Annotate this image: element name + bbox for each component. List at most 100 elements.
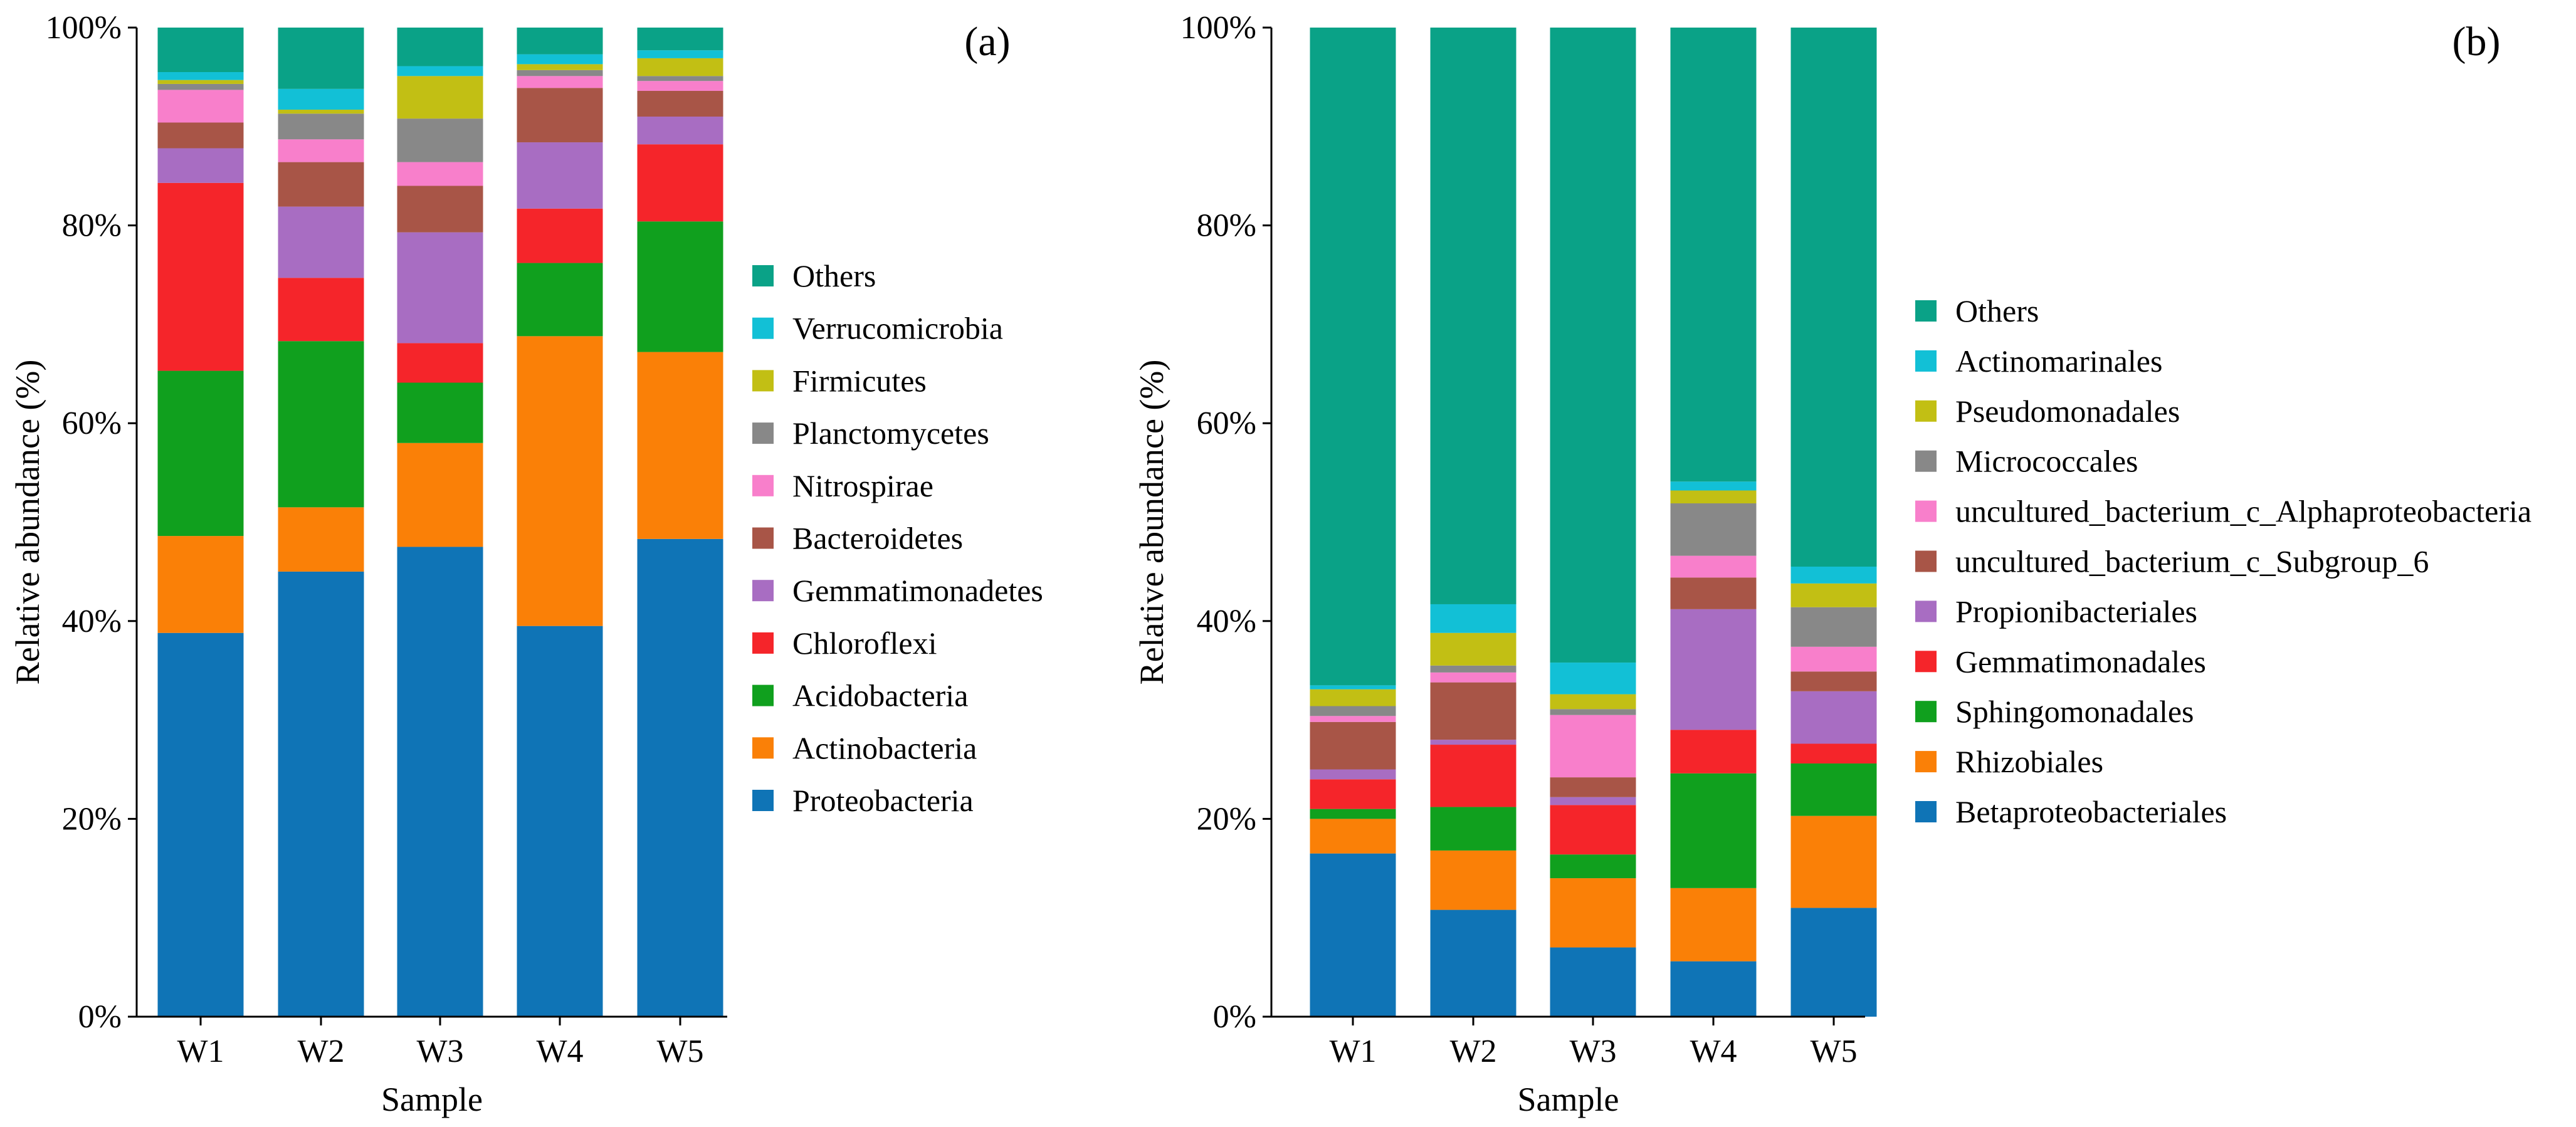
bar-a-w3-bacteroidetes — [397, 186, 483, 233]
legend-label-a-others: Others — [792, 258, 876, 293]
legend-swatch-a-actinobacteria — [752, 737, 774, 759]
legend-swatch-a-firmicutes — [752, 370, 774, 392]
bar-a-w4-others — [517, 28, 603, 55]
bar-a-w5-firmicutes — [637, 58, 723, 76]
bar-b-w3-sphingomonadales — [1550, 854, 1636, 879]
bar-b-w1-sphingomonadales — [1310, 809, 1396, 819]
bar-b-w4-propionibacteriales — [1670, 609, 1757, 730]
bar-b-w3-uncultured-bacterium-c-subgroup-6 — [1550, 777, 1636, 797]
y-tick-label-a-2: 40% — [62, 604, 122, 639]
legend-label-b-others: Others — [1955, 293, 2039, 328]
bar-a-w3-actinobacteria — [397, 443, 483, 547]
bar-b-w4-micrococcales — [1670, 503, 1757, 556]
bar-a-w5-verrucomicrobia — [637, 50, 723, 58]
bar-a-w1-chloroflexi — [157, 182, 244, 371]
bar-b-w4-sphingomonadales — [1670, 773, 1757, 888]
bar-a-w5-nitrospirae — [637, 81, 723, 91]
y-tick-label-b-1: 20% — [1197, 801, 1256, 837]
bar-b-w3-betaproteobacteriales — [1550, 947, 1636, 1017]
bar-b-w4-gemmatimonadales — [1670, 730, 1757, 773]
bar-a-w5-others — [637, 28, 723, 51]
legend-label-b-propionibacteriales: Propionibacteriales — [1955, 594, 2197, 629]
bar-b-w2-gemmatimonadales — [1430, 745, 1517, 807]
bar-b-w3-pseudomonadales — [1550, 694, 1636, 710]
bar-a-w4-acidobacteria — [517, 263, 603, 337]
bar-a-w2-others — [278, 28, 364, 89]
bar-a-w2-chloroflexi — [278, 278, 364, 342]
y-tick-label-b-0: 0% — [1213, 999, 1256, 1035]
bar-b-w3-gemmatimonadales — [1550, 805, 1636, 855]
bar-a-w1-firmicutes — [157, 80, 244, 84]
y-axis-title-a: Relative abundance (%) — [9, 360, 46, 685]
bar-a-w5-bacteroidetes — [637, 90, 723, 117]
legend-swatch-b-rhizobiales — [1915, 751, 1937, 773]
bar-b-w2-uncultured-bacterium-c-subgroup-6 — [1430, 682, 1517, 740]
legend-label-a-acidobacteria: Acidobacteria — [792, 678, 968, 713]
x-tick-label-b-w1: W1 — [1329, 1034, 1376, 1069]
x-tick-label-b-w2: W2 — [1449, 1034, 1496, 1069]
legend-label-a-actinobacteria: Actinobacteria — [792, 730, 977, 765]
y-tick-label-a-3: 60% — [62, 406, 122, 441]
y-tick-label-a-0: 0% — [78, 999, 122, 1035]
legend-swatch-a-nitrospirae — [752, 474, 774, 496]
bar-b-w1-pseudomonadales — [1310, 689, 1396, 706]
bar-b-w5-actinomarinales — [1790, 567, 1877, 584]
legend-label-b-gemmatimonadales: Gemmatimonadales — [1955, 644, 2206, 679]
legend-swatch-b-propionibacteriales — [1915, 600, 1937, 622]
panel-label-a: (a) — [964, 19, 1010, 65]
legend-label-a-gemmatimonadetes: Gemmatimonadetes — [792, 573, 1043, 608]
legend-label-b-sphingomonadales: Sphingomonadales — [1955, 694, 2194, 729]
bar-b-w2-betaproteobacteriales — [1430, 909, 1517, 1017]
y-tick-label-b-3: 60% — [1197, 406, 1256, 441]
panel-label-b: (b) — [2452, 19, 2501, 65]
bar-a-w2-nitrospirae — [278, 139, 364, 162]
bar-b-w1-propionibacteriales — [1310, 769, 1396, 780]
bar-a-w5-proteobacteria — [637, 538, 723, 1017]
bar-a-w5-chloroflexi — [637, 144, 723, 222]
legend-label-a-bacteroidetes: Bacteroidetes — [792, 521, 963, 556]
y-tick-label-b-2: 40% — [1197, 604, 1256, 639]
bar-a-w4-bacteroidetes — [517, 88, 603, 143]
y-tick-label-a-4: 80% — [62, 208, 122, 244]
bar-b-w4-others — [1670, 28, 1757, 482]
y-tick-label-b-5: 100% — [1180, 10, 1256, 46]
bar-b-w1-others — [1310, 28, 1396, 686]
legend-label-b-rhizobiales: Rhizobiales — [1955, 744, 2103, 779]
bar-a-w2-proteobacteria — [278, 571, 364, 1017]
legend-swatch-a-proteobacteria — [752, 790, 774, 811]
bar-b-w2-pseudomonadales — [1430, 632, 1517, 666]
legend-swatch-b-uncultured-bacterium-c-subgroup-6 — [1915, 550, 1937, 572]
bar-b-w3-micrococcales — [1550, 709, 1636, 715]
bar-b-w2-others — [1430, 28, 1517, 604]
bar-b-w1-actinomarinales — [1310, 685, 1396, 689]
bar-a-w1-acidobacteria — [157, 370, 244, 537]
bar-a-w1-planctomycetes — [157, 83, 244, 90]
legend-label-b-micrococcales: Micrococcales — [1955, 444, 2138, 479]
legend-swatch-b-betaproteobacteriales — [1915, 801, 1937, 822]
bar-b-w5-pseudomonadales — [1790, 583, 1877, 607]
bar-a-w1-nitrospirae — [157, 90, 244, 123]
bar-b-w3-rhizobiales — [1550, 878, 1636, 948]
bar-a-w3-nitrospirae — [397, 162, 483, 186]
bar-b-w1-micrococcales — [1310, 706, 1396, 716]
bar-b-w1-rhizobiales — [1310, 819, 1396, 854]
bar-b-w5-uncultured-bacterium-c-subgroup-6 — [1790, 671, 1877, 691]
bar-a-w2-firmicutes — [278, 109, 364, 114]
bar-a-w2-verrucomicrobia — [278, 88, 364, 110]
legend-swatch-a-verrucomicrobia — [752, 317, 774, 339]
bar-b-w5-uncultured-bacterium-c-alphaproteobacteria — [1790, 646, 1877, 672]
bar-b-w3-uncultured-bacterium-c-alphaproteobacteria — [1550, 715, 1636, 778]
x-tick-label-a-w3: W3 — [416, 1034, 463, 1069]
legend-swatch-b-pseudomonadales — [1915, 400, 1937, 422]
x-tick-label-a-w5: W5 — [656, 1034, 703, 1069]
x-tick-label-b-w3: W3 — [1569, 1034, 1616, 1069]
bar-a-w4-planctomycetes — [517, 70, 603, 76]
bar-a-w2-bacteroidetes — [278, 162, 364, 207]
legend-swatch-a-planctomycetes — [752, 422, 774, 444]
bar-b-w2-actinomarinales — [1430, 604, 1517, 633]
legend-label-a-chloroflexi: Chloroflexi — [792, 626, 937, 661]
bar-a-w3-proteobacteria — [397, 547, 483, 1017]
bar-b-w4-pseudomonadales — [1670, 490, 1757, 504]
bar-b-w4-uncultured-bacterium-c-subgroup-6 — [1670, 577, 1757, 609]
bar-a-w4-chloroflexi — [517, 208, 603, 263]
